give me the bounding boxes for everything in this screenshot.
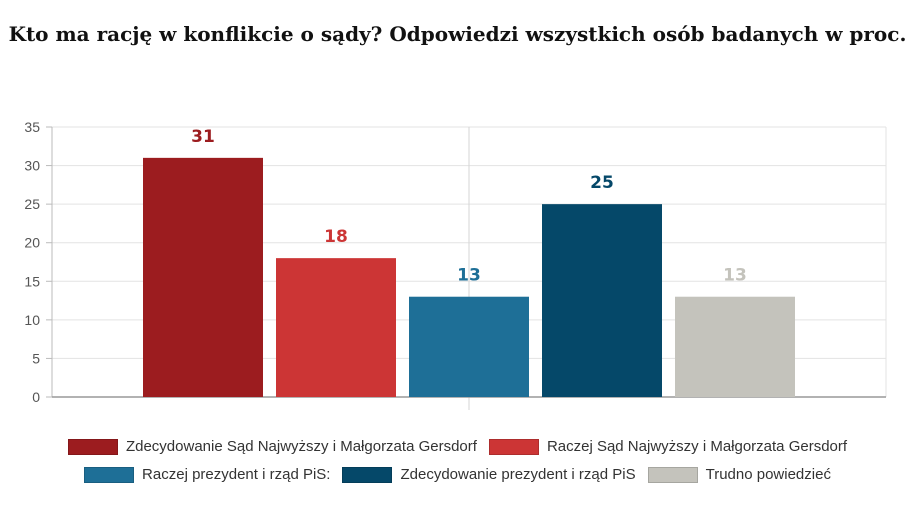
legend-item[interactable]: Zdecydowanie prezydent i rząd PiS bbox=[342, 466, 636, 483]
legend-label: Trudno powiedzieć bbox=[705, 466, 831, 483]
y-tick-label: 20 bbox=[24, 235, 40, 251]
legend-label: Zdecydowanie Sąd Najwyższy i Małgorzata … bbox=[125, 438, 477, 455]
legend-swatch bbox=[67, 438, 118, 455]
y-tick-label: 30 bbox=[24, 158, 40, 174]
bar-chart: 0 5 10 15 20 25 30 35 31 18 13 25 13 bbox=[24, 119, 887, 410]
data-label: 13 bbox=[457, 266, 481, 286]
bar bbox=[276, 258, 396, 397]
data-label: 18 bbox=[324, 227, 348, 247]
legend-label: Raczej prezydent i rząd PiS: bbox=[142, 466, 331, 483]
y-tick-label: 5 bbox=[32, 350, 40, 366]
data-label: 31 bbox=[191, 127, 215, 147]
bars bbox=[143, 157, 795, 397]
legend: Zdecydowanie Sąd Najwyższy i Małgorzata … bbox=[0, 438, 915, 483]
y-tick-label: 15 bbox=[24, 273, 40, 289]
data-label: 13 bbox=[723, 266, 747, 286]
legend-swatch bbox=[84, 466, 135, 483]
data-label: 25 bbox=[590, 173, 614, 193]
legend-row-2: Raczej prezydent i rząd PiS: Zdecydowani… bbox=[84, 466, 831, 483]
legend-item[interactable]: Zdecydowanie Sąd Najwyższy i Małgorzata … bbox=[67, 438, 477, 455]
data-labels: 31 18 13 25 13 bbox=[191, 127, 747, 286]
y-tick-label: 35 bbox=[24, 119, 40, 135]
bar bbox=[409, 296, 529, 397]
bar bbox=[542, 204, 662, 397]
y-tick-label: 0 bbox=[32, 389, 40, 405]
legend-swatch bbox=[488, 438, 539, 455]
legend-item[interactable]: Raczej Sąd Najwyższy i Małgorzata Gersdo… bbox=[488, 438, 848, 455]
legend-item[interactable]: Trudno powiedzieć bbox=[647, 466, 831, 483]
legend-row-1: Zdecydowanie Sąd Najwyższy i Małgorzata … bbox=[67, 438, 848, 455]
chart-title: Kto ma rację w konflikcie o sądy? Odpowi… bbox=[8, 22, 907, 46]
bar bbox=[143, 157, 263, 397]
legend-label: Raczej Sąd Najwyższy i Małgorzata Gersdo… bbox=[546, 438, 848, 455]
y-tick-label: 10 bbox=[24, 312, 40, 328]
legend-label: Zdecydowanie prezydent i rząd PiS bbox=[400, 466, 636, 483]
legend-item[interactable]: Raczej prezydent i rząd PiS: bbox=[84, 466, 330, 483]
y-tick-label: 25 bbox=[24, 196, 40, 212]
legend-swatch bbox=[647, 466, 698, 483]
bar bbox=[675, 296, 795, 397]
legend-swatch bbox=[342, 466, 393, 483]
